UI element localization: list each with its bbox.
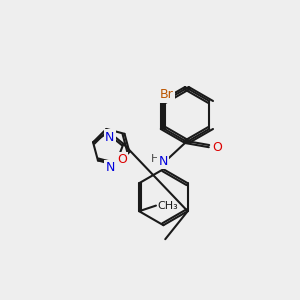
Text: Br: Br	[160, 88, 173, 101]
Text: O: O	[212, 141, 222, 154]
Text: N: N	[105, 130, 115, 143]
Text: N: N	[105, 161, 115, 174]
Text: N: N	[159, 155, 168, 168]
Text: O: O	[117, 153, 127, 166]
Text: H: H	[151, 154, 160, 164]
Text: CH₃: CH₃	[158, 201, 178, 211]
